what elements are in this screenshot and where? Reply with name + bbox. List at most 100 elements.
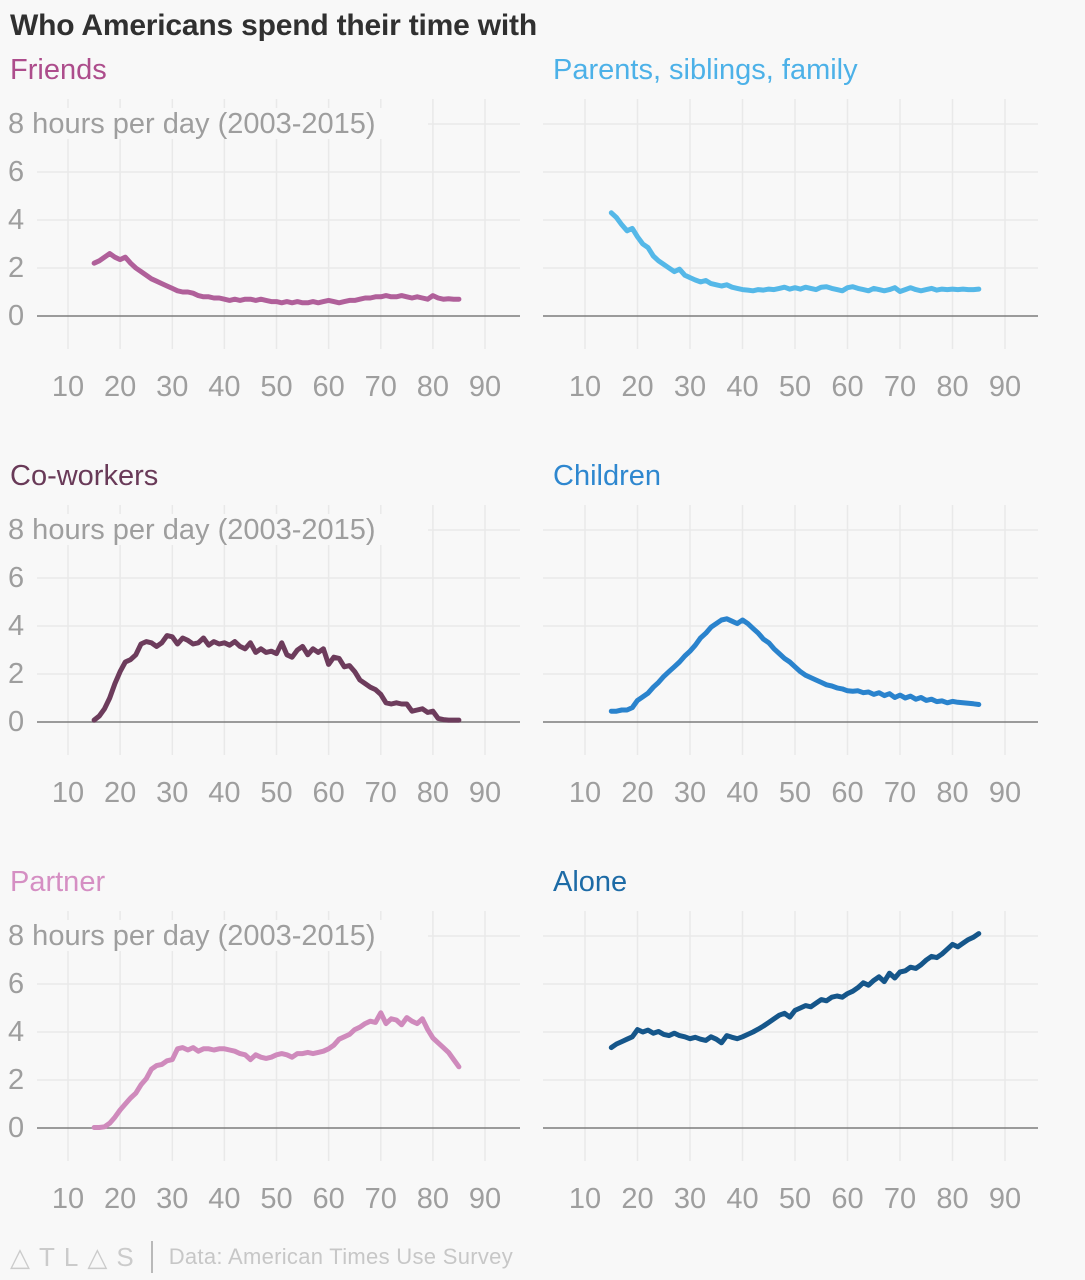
svg-text:4: 4 <box>8 610 24 642</box>
svg-text:50: 50 <box>260 777 292 809</box>
svg-text:70: 70 <box>365 1183 397 1215</box>
svg-text:70: 70 <box>365 777 397 809</box>
svg-text:20: 20 <box>104 777 136 809</box>
horizontal-gridlines <box>543 935 1038 1081</box>
vertical-gridlines <box>67 99 486 349</box>
chart-title: Partner <box>10 866 106 898</box>
svg-text:20: 20 <box>621 777 653 809</box>
svg-text:6: 6 <box>8 968 24 1000</box>
svg-text:60: 60 <box>312 777 344 809</box>
svg-text:20: 20 <box>104 1183 136 1215</box>
x-axis-tick-labels: 10 20 30 40 50 60 70 80 90 <box>52 1183 501 1215</box>
ylabel-mask <box>4 514 428 545</box>
svg-text:40: 40 <box>726 777 758 809</box>
svg-text:90: 90 <box>469 371 501 403</box>
svg-text:40: 40 <box>208 1183 240 1215</box>
chart-plot-children: 10 20 30 40 50 60 70 80 90 <box>543 505 1038 809</box>
svg-text:0: 0 <box>8 300 24 332</box>
svg-text:30: 30 <box>674 777 706 809</box>
svg-text:6: 6 <box>8 156 24 188</box>
svg-text:60: 60 <box>831 777 863 809</box>
svg-text:90: 90 <box>989 1183 1021 1215</box>
vertical-gridlines <box>584 99 1006 349</box>
svg-text:90: 90 <box>989 777 1021 809</box>
svg-text:20: 20 <box>621 371 653 403</box>
svg-text:10: 10 <box>52 1183 84 1215</box>
svg-text:90: 90 <box>469 1183 501 1215</box>
x-axis-tick-labels: 10 20 30 40 50 60 70 80 90 <box>569 371 1021 403</box>
line-series-partner <box>91 1010 462 1130</box>
svg-text:80: 80 <box>417 777 449 809</box>
chart-title: Children <box>553 460 661 492</box>
y-axis-tick-labels: 6 4 2 0 <box>8 968 24 1144</box>
svg-text:70: 70 <box>884 777 916 809</box>
ylabel-mask <box>4 108 428 139</box>
svg-text:50: 50 <box>779 371 811 403</box>
svg-text:80: 80 <box>417 371 449 403</box>
svg-text:30: 30 <box>674 371 706 403</box>
svg-text:4: 4 <box>8 204 24 236</box>
svg-text:80: 80 <box>936 777 968 809</box>
chart-plot-alone: 10 20 30 40 50 60 70 80 90 <box>543 911 1038 1215</box>
svg-text:40: 40 <box>726 371 758 403</box>
svg-text:10: 10 <box>52 777 84 809</box>
svg-text:30: 30 <box>156 777 188 809</box>
y-axis-unit-label: 8 hours per day (2003-2015) <box>8 108 376 140</box>
svg-text:70: 70 <box>365 371 397 403</box>
svg-text:2: 2 <box>8 252 24 284</box>
charts-grid: Friends 8 hours per day (2003-2015) 6 4 2 0 1… <box>0 45 1085 1263</box>
svg-text:50: 50 <box>260 1183 292 1215</box>
ylabel-mask <box>4 920 428 951</box>
svg-text:10: 10 <box>569 1183 601 1215</box>
svg-text:30: 30 <box>156 1183 188 1215</box>
y-axis-tick-labels: 6 4 2 0 <box>8 562 24 738</box>
vertical-gridlines <box>584 505 1006 755</box>
chart-panel-children: Children 10 20 30 40 50 60 70 80 90 <box>543 451 1085 857</box>
chart-panel-coworkers: Co-workers 8 hours per day (2003-2015) 6 4… <box>0 451 543 857</box>
svg-text:90: 90 <box>469 777 501 809</box>
chart-title: Parents, siblings, family <box>553 54 858 86</box>
svg-text:50: 50 <box>779 777 811 809</box>
svg-text:2: 2 <box>8 1064 24 1096</box>
chart-panel-partner: Partner 8 hours per day (2003-2015) 6 4 2 0 1… <box>0 857 543 1263</box>
svg-text:4: 4 <box>8 1016 24 1048</box>
svg-text:10: 10 <box>569 371 601 403</box>
data-source-label: Data: American Times Use Survey <box>168 1244 513 1269</box>
footer: △TL△S Data: American Times Use Survey <box>0 1234 1085 1280</box>
svg-text:40: 40 <box>726 1183 758 1215</box>
x-axis-tick-labels: 10 20 30 40 50 60 70 80 90 <box>569 1183 1021 1215</box>
vertical-gridlines <box>67 911 486 1161</box>
chart-plot-parents: 10 20 30 40 50 60 70 80 90 <box>543 99 1038 403</box>
svg-text:50: 50 <box>260 371 292 403</box>
svg-text:0: 0 <box>8 1112 24 1144</box>
svg-text:90: 90 <box>989 371 1021 403</box>
svg-text:10: 10 <box>52 371 84 403</box>
svg-text:50: 50 <box>779 1183 811 1215</box>
svg-text:20: 20 <box>621 1183 653 1215</box>
vertical-gridlines <box>584 911 1006 1161</box>
chart-title: Alone <box>553 866 628 898</box>
svg-text:80: 80 <box>936 371 968 403</box>
svg-text:2: 2 <box>8 658 24 690</box>
svg-text:6: 6 <box>8 562 24 594</box>
horizontal-gridlines <box>37 935 520 1081</box>
svg-text:30: 30 <box>674 1183 706 1215</box>
svg-text:70: 70 <box>884 371 916 403</box>
horizontal-gridlines <box>543 123 1038 269</box>
svg-text:80: 80 <box>936 1183 968 1215</box>
svg-text:40: 40 <box>208 371 240 403</box>
chart-title: Friends <box>10 54 107 86</box>
svg-text:60: 60 <box>312 371 344 403</box>
line-series-children <box>608 616 982 714</box>
chart-panel-parents: Parents, siblings, family 10 20 30 40 50 60 70… <box>543 45 1085 451</box>
svg-text:60: 60 <box>831 371 863 403</box>
chart-panel-friends: Friends 8 hours per day (2003-2015) 6 4 2 0 1… <box>0 45 543 451</box>
svg-text:60: 60 <box>312 1183 344 1215</box>
line-series-parents <box>608 210 982 294</box>
y-axis-tick-labels: 6 4 2 0 <box>8 156 24 332</box>
svg-text:10: 10 <box>569 777 601 809</box>
line-series-alone <box>608 931 982 1051</box>
atlas-logo: △TL△S <box>10 1241 143 1272</box>
